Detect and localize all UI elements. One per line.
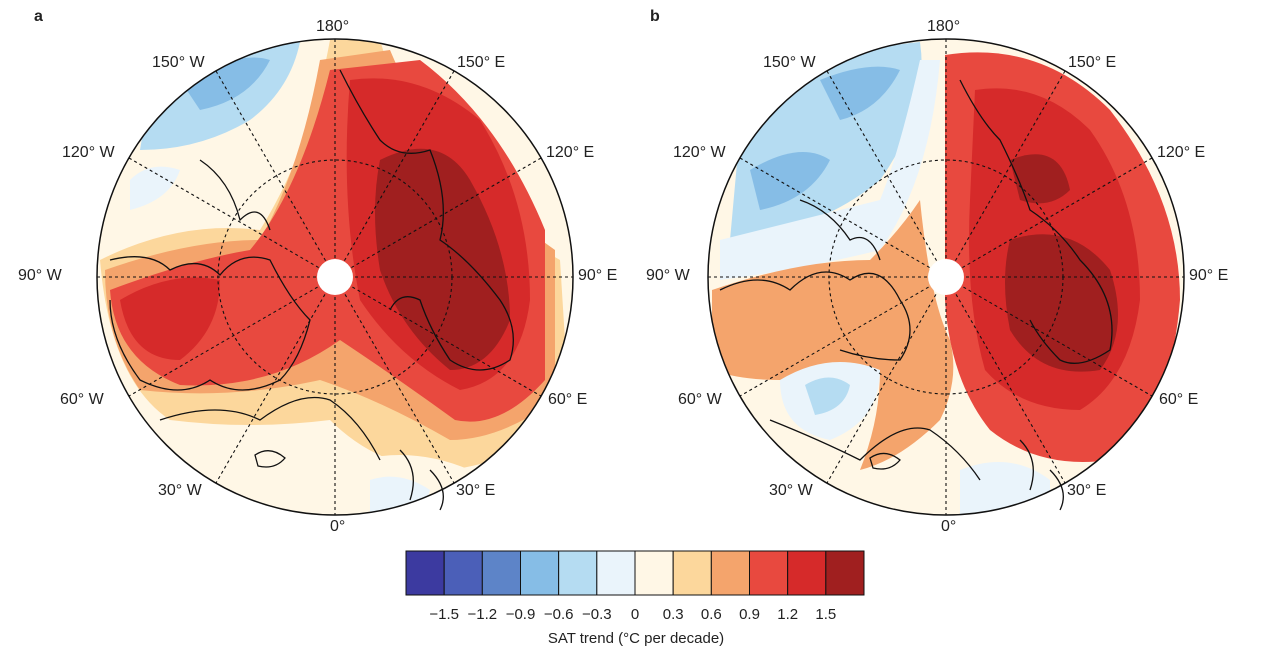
- panel-b-label-90w: 90° W: [646, 267, 690, 284]
- colorbar-tick-label: −1.5: [429, 606, 459, 623]
- panel-b-label-0: 0°: [941, 518, 957, 535]
- colorbar-tick-label: 1.5: [815, 606, 837, 623]
- panel-a-label-120w: 120° W: [62, 144, 115, 161]
- colorbar-swatch: [520, 550, 560, 596]
- colorbar-swatch: [749, 550, 789, 596]
- colorbar-swatch: [481, 550, 522, 596]
- panel-b-label-90e: 90° E: [1189, 267, 1229, 284]
- panel-b-label-30e: 30° E: [1067, 482, 1107, 499]
- colorbar-tick-label: −0.9: [505, 606, 536, 623]
- colorbar-tick-label: 0.6: [700, 606, 722, 623]
- colorbar-swatch: [405, 550, 445, 596]
- panel-b-letter: b: [650, 8, 660, 25]
- panel-a-label-150w: 150° W: [152, 54, 205, 71]
- panel-a-label-30e: 30° E: [456, 482, 496, 499]
- panel-b-label-30w: 30° W: [769, 482, 813, 499]
- panel-b-label-150e: 150° E: [1068, 54, 1117, 71]
- colorbar-swatch: [443, 550, 483, 596]
- colorbar-tick-label: 0: [630, 606, 640, 623]
- panel-a-label-180: 180°: [316, 18, 350, 35]
- panel-b-label-120e: 120° E: [1157, 144, 1206, 161]
- colorbar-swatch: [825, 550, 865, 596]
- colorbar-swatch: [787, 550, 827, 596]
- panel-a-label-90e: 90° E: [578, 267, 618, 284]
- panel-b-map: [707, 38, 1185, 516]
- panel-b-label-120w: 120° W: [673, 144, 726, 161]
- colorbar-title: SAT trend (°C per decade): [547, 630, 725, 647]
- panel-a-label-90w: 90° W: [18, 267, 62, 284]
- panel-a-map: [96, 38, 574, 516]
- colorbar-swatch: [672, 550, 712, 596]
- colorbar-tick-label: −0.3: [582, 606, 612, 623]
- colorbar-swatch: [558, 550, 598, 596]
- colorbar-tick-label: −0.6: [543, 606, 574, 623]
- colorbar-tick-label: 1.2: [777, 606, 799, 623]
- colorbar-tick-label: 0.3: [662, 606, 684, 623]
- panel-a-label-60e: 60° E: [548, 391, 588, 408]
- panel-a-label-0: 0°: [330, 518, 346, 535]
- colorbar-tick-label: 0.9: [739, 606, 760, 623]
- colorbar-swatch: [634, 550, 674, 596]
- panel-b-label-180: 180°: [927, 18, 961, 35]
- panel-a-label-150e: 150° E: [457, 54, 506, 71]
- panel-b-label-60e: 60° E: [1159, 391, 1199, 408]
- panel-b-label-150w: 150° W: [763, 54, 816, 71]
- colorbar-swatch: [710, 550, 750, 596]
- panel-a-label-120e: 120° E: [546, 144, 595, 161]
- panel-a-label-60w: 60° W: [60, 391, 104, 408]
- panel-a-letter: a: [34, 8, 43, 25]
- panel-a-label-30w: 30° W: [158, 482, 202, 499]
- panel-b-label-60w: 60° W: [678, 391, 722, 408]
- colorbar-swatch: [596, 550, 636, 596]
- colorbar-tick-label: −1.2: [467, 606, 498, 623]
- colorbar: [405, 550, 865, 596]
